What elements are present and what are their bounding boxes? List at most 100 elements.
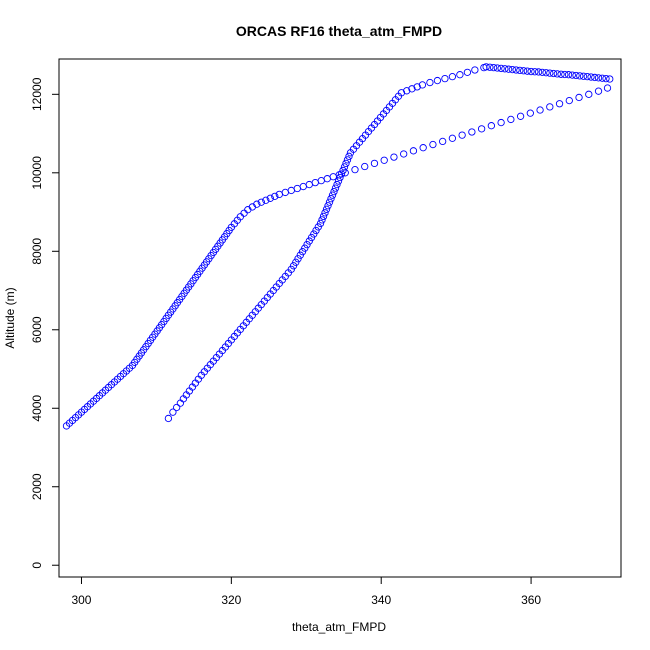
data-point xyxy=(337,170,346,178)
data-point xyxy=(400,150,408,158)
data-point xyxy=(555,100,564,108)
data-point xyxy=(468,128,476,136)
data-point xyxy=(323,175,331,183)
data-point xyxy=(266,194,274,202)
data-point xyxy=(322,205,331,213)
data-point xyxy=(536,106,544,114)
x-tick-label: 300 xyxy=(71,593,91,607)
chart-title: ORCAS RF16 theta_atm_FMPD xyxy=(236,23,442,39)
data-point xyxy=(516,66,524,75)
data-point xyxy=(289,262,298,270)
data-point xyxy=(531,68,539,76)
data-point xyxy=(172,403,181,412)
data-point xyxy=(317,176,325,185)
data-point xyxy=(458,131,466,139)
data-point xyxy=(579,72,588,80)
x-tick-label: 360 xyxy=(521,593,541,607)
data-point xyxy=(456,71,464,79)
y-tick-label: 4000 xyxy=(30,395,44,422)
data-point xyxy=(512,66,520,74)
data-point xyxy=(507,115,515,124)
data-point xyxy=(538,68,546,76)
data-point xyxy=(311,178,319,187)
data-point xyxy=(351,166,359,174)
data-point xyxy=(319,212,328,221)
data-point xyxy=(568,71,576,79)
data-point xyxy=(497,64,505,73)
data-point xyxy=(497,118,505,127)
data-point xyxy=(312,226,320,235)
data-point xyxy=(340,163,349,171)
data-point xyxy=(583,73,591,81)
data-point xyxy=(493,64,502,72)
data-point xyxy=(480,63,488,72)
data-point xyxy=(321,209,329,217)
data-point xyxy=(575,93,583,102)
x-tick-label: 340 xyxy=(371,593,391,607)
data-point xyxy=(471,66,479,74)
data-point xyxy=(299,182,307,191)
data-point xyxy=(487,122,496,130)
data-point xyxy=(419,144,427,152)
data-point xyxy=(330,187,338,196)
data-point xyxy=(257,198,265,206)
data-point xyxy=(527,67,535,76)
y-tick-label: 2000 xyxy=(30,473,44,500)
data-point xyxy=(561,70,569,79)
data-point xyxy=(301,244,309,252)
data-point xyxy=(333,180,341,189)
data-point xyxy=(345,152,353,160)
data-point xyxy=(262,196,270,204)
data-point xyxy=(298,248,307,256)
data-point xyxy=(303,240,311,249)
data-point xyxy=(169,408,177,416)
data-point xyxy=(343,156,352,164)
data-point xyxy=(546,69,554,77)
data-point xyxy=(316,219,325,228)
y-axis-label: Altitude (m) xyxy=(3,287,17,348)
data-point xyxy=(324,202,332,210)
data-point xyxy=(341,169,349,177)
data-point xyxy=(489,63,498,72)
data-point xyxy=(176,399,185,407)
data-point xyxy=(508,65,516,74)
data-point xyxy=(292,258,300,266)
data-point xyxy=(553,70,561,78)
data-point xyxy=(339,166,347,175)
data-point xyxy=(318,216,326,224)
data-point xyxy=(327,195,335,203)
data-point xyxy=(370,159,379,168)
data-point xyxy=(361,162,369,171)
data-point xyxy=(557,70,565,78)
data-point xyxy=(448,134,457,142)
data-point xyxy=(549,69,558,78)
data-point xyxy=(526,109,534,117)
data-point xyxy=(439,137,447,146)
data-point xyxy=(441,74,449,83)
data-point xyxy=(164,414,173,423)
data-point xyxy=(253,200,261,208)
data-point xyxy=(594,74,603,82)
data-point xyxy=(408,85,416,93)
plot-frame xyxy=(58,58,622,578)
data-point xyxy=(504,65,513,73)
data-point xyxy=(409,147,418,155)
data-point xyxy=(463,68,472,76)
data-point xyxy=(534,68,543,76)
data-point xyxy=(336,173,344,182)
x-axis: 300 320 340 360 xyxy=(71,576,541,607)
y-tick-label: 0 xyxy=(30,562,44,569)
data-point xyxy=(519,67,528,75)
data-point xyxy=(331,184,340,192)
data-point xyxy=(501,65,509,73)
data-point xyxy=(403,87,411,95)
data-point xyxy=(564,71,573,79)
y-tick-label: 6000 xyxy=(30,316,44,343)
data-point xyxy=(380,156,388,164)
y-tick-label: 10000 xyxy=(30,156,44,190)
data-point xyxy=(585,90,593,98)
data-point xyxy=(296,251,304,259)
data-point xyxy=(240,209,248,217)
data-point xyxy=(413,83,421,91)
